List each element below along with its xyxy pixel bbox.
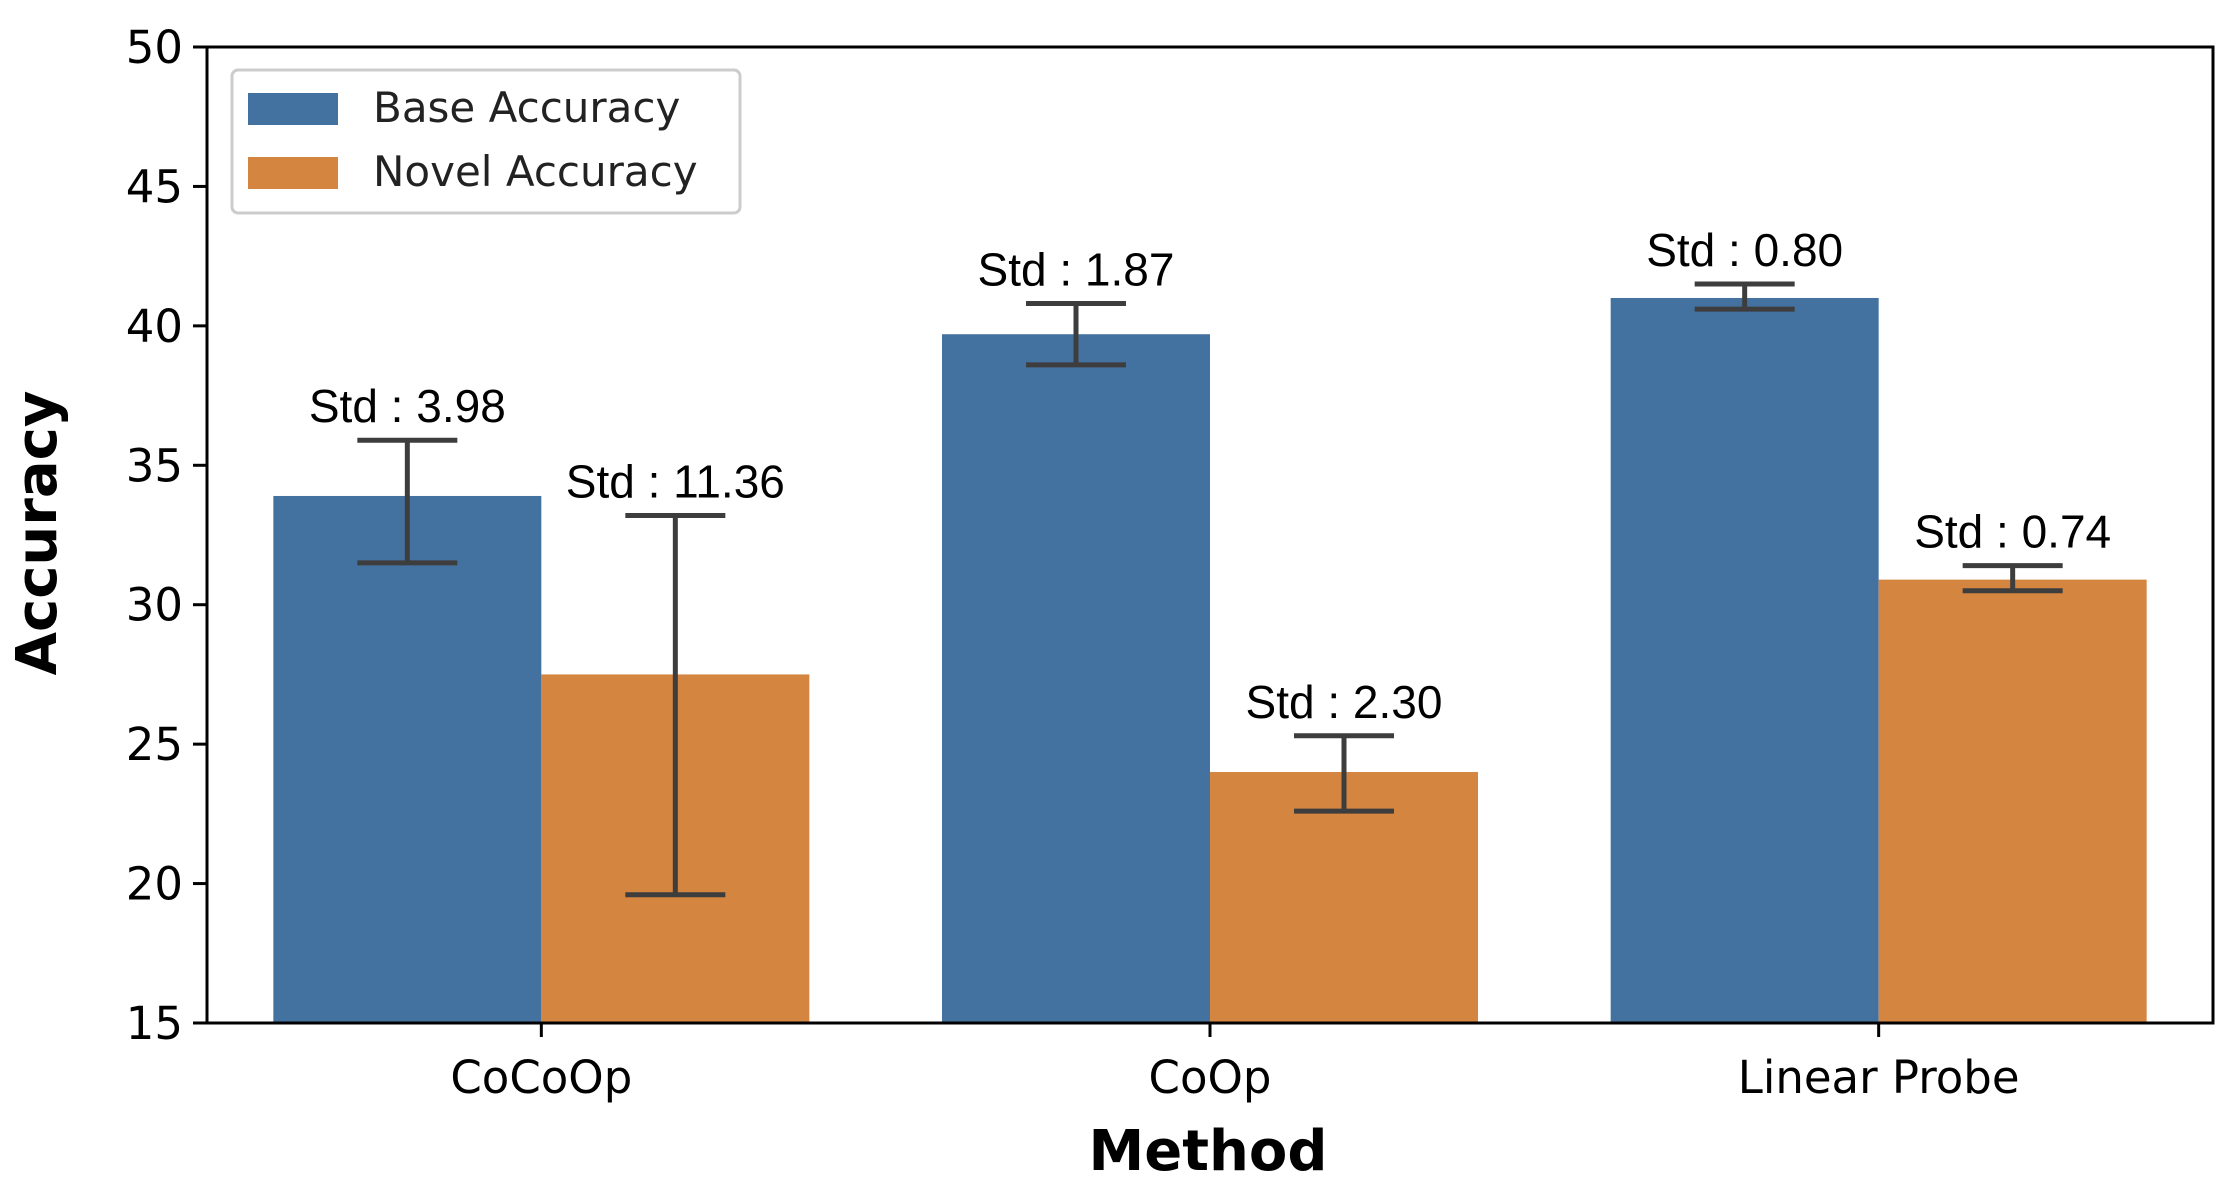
legend-label-base: Base Accuracy	[373, 83, 680, 132]
bar-base-1	[942, 334, 1210, 1023]
x-tick-label: Linear Probe	[1738, 1051, 2020, 1104]
error-bar-novel-1	[1294, 733, 1394, 814]
std-label-base-2: Std : 0.80	[1646, 224, 1843, 276]
x-axis: CoCoOp CoOp Linear Probe	[450, 1023, 2020, 1104]
error-bar-novel-0	[625, 512, 726, 898]
bars-layer	[273, 297, 2147, 1024]
legend-label-novel: Novel Accuracy	[373, 147, 698, 196]
legend-swatch-base	[248, 93, 338, 125]
error-bar-base-2	[1694, 281, 1795, 312]
y-tick-label: 40	[126, 300, 183, 353]
legend: Base Accuracy Novel Accuracy	[230, 68, 742, 215]
std-label-base-1: Std : 1.87	[978, 244, 1175, 296]
bar-base-2	[1610, 297, 1879, 1023]
legend-swatch-novel	[248, 157, 338, 189]
std-labels-layer: Std : 3.98 Std : 11.36 Std : 1.87 Std : 2.3…	[309, 224, 2111, 728]
x-tick-label: CoCoOp	[450, 1051, 632, 1104]
y-tick-label: 30	[126, 579, 183, 632]
error-bar-base-0	[357, 437, 458, 566]
x-tick-label: CoOp	[1149, 1051, 1272, 1104]
y-tick-label: 20	[126, 858, 183, 911]
y-axis: 15 20 25 30 35 40 45 50	[126, 21, 207, 1050]
error-bars-layer	[357, 281, 2063, 898]
y-tick-label: 25	[126, 718, 183, 771]
std-label-novel-0: Std : 11.36	[566, 455, 785, 507]
error-bar-novel-2	[1962, 563, 2063, 594]
bar-novel-1	[1210, 772, 1478, 1023]
error-bar-base-1	[1026, 301, 1126, 368]
bar-novel-2	[1878, 579, 2147, 1023]
y-tick-label: 45	[126, 160, 183, 213]
std-label-novel-1: Std : 2.30	[1246, 676, 1443, 728]
y-tick-label: 35	[126, 439, 183, 492]
y-axis-title: Accuracy	[5, 391, 70, 676]
y-tick-label: 50	[126, 21, 183, 74]
y-tick-label: 15	[126, 997, 183, 1050]
x-axis-title: Method	[1089, 1119, 1328, 1184]
legend-box	[230, 68, 742, 215]
std-label-novel-2: Std : 0.74	[1914, 506, 2111, 558]
std-label-base-0: Std : 3.98	[309, 380, 506, 432]
bar-base-0	[273, 495, 542, 1024]
